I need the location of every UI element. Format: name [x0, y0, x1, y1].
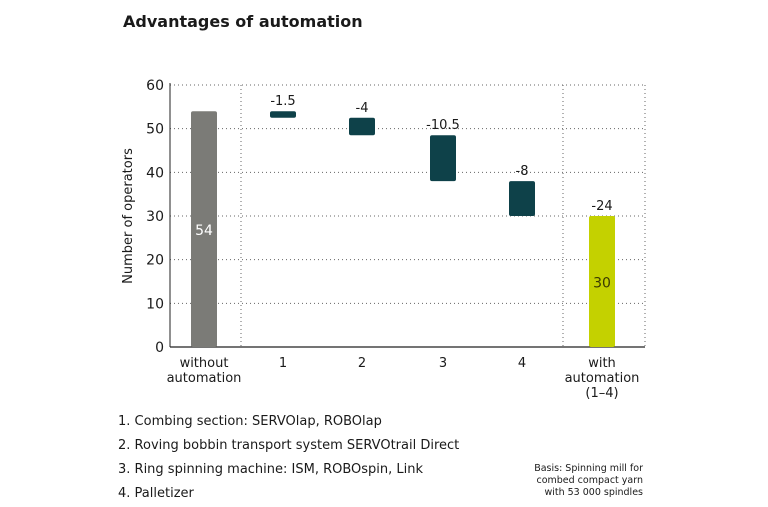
x-tick-label-6: with automation (1–4) — [565, 356, 640, 401]
bar-6 — [589, 216, 615, 347]
legend: 1. Combing section: SERVOlap, ROBOlap 2.… — [118, 410, 459, 506]
legend-item-2: 2. Roving bobbin transport system SERVOt… — [118, 438, 460, 453]
basis-note-line-3: with 53 000 spindles — [544, 487, 643, 498]
y-tick-label-30: 30 — [146, 209, 164, 225]
grid-layer — [170, 84, 646, 347]
basis-note-line-1: Basis: Spinning mill for — [534, 463, 643, 474]
y-tick-label-0: 0 — [155, 340, 164, 356]
y-tick-label-60: 60 — [146, 78, 164, 94]
legend-item-4: 4. Palletizer — [118, 486, 194, 501]
basis-note-line-2: combed compact yarn — [536, 475, 643, 486]
bar-value-label-4: -10.5 — [426, 118, 460, 133]
y-axis-label: Number of operators — [121, 148, 136, 284]
bar-value-label-2: -1.5 — [270, 94, 295, 109]
x-tick-label-1: without automation — [167, 356, 242, 386]
bar-inner-label-6: 30 — [593, 276, 611, 292]
legend-item-1: 1. Combing section: SERVOlap, ROBOlap — [118, 414, 382, 429]
bar-5 — [509, 181, 535, 216]
y-tick-label-10: 10 — [146, 296, 164, 312]
bar-value-label-5: -8 — [516, 164, 529, 179]
bar-1 — [191, 111, 217, 347]
legend-item-3: 3. Ring spinning machine: ISM, ROBOspin,… — [118, 462, 424, 477]
bar-4 — [430, 135, 456, 182]
x-tick-label-3: 2 — [358, 356, 366, 371]
x-tick-label-5: 4 — [518, 356, 526, 371]
bar-3 — [349, 117, 375, 136]
y-tick-label-20: 20 — [146, 253, 164, 269]
axis-layer: 0 10 20 30 40 50 60 Number of operators without a… — [121, 78, 645, 401]
x-tick-label-2: 1 — [279, 356, 287, 371]
y-tick-label-50: 50 — [146, 122, 164, 138]
bar-layer — [191, 111, 615, 347]
chart-title: Advantages of automation — [123, 12, 363, 31]
bar-value-label-6: -24 — [591, 199, 612, 214]
bar-value-label-3: -4 — [356, 101, 369, 116]
basis-note: Basis: Spinning mill for combed compact … — [534, 463, 643, 499]
bar-2 — [270, 111, 296, 118]
bar-value-label-1: 54 — [195, 223, 213, 239]
label-layer: 54 -1.5 -4 -10.5 -8 -24 30 — [195, 94, 613, 291]
y-tick-label-40: 40 — [146, 165, 164, 181]
x-tick-label-4: 3 — [439, 356, 447, 371]
